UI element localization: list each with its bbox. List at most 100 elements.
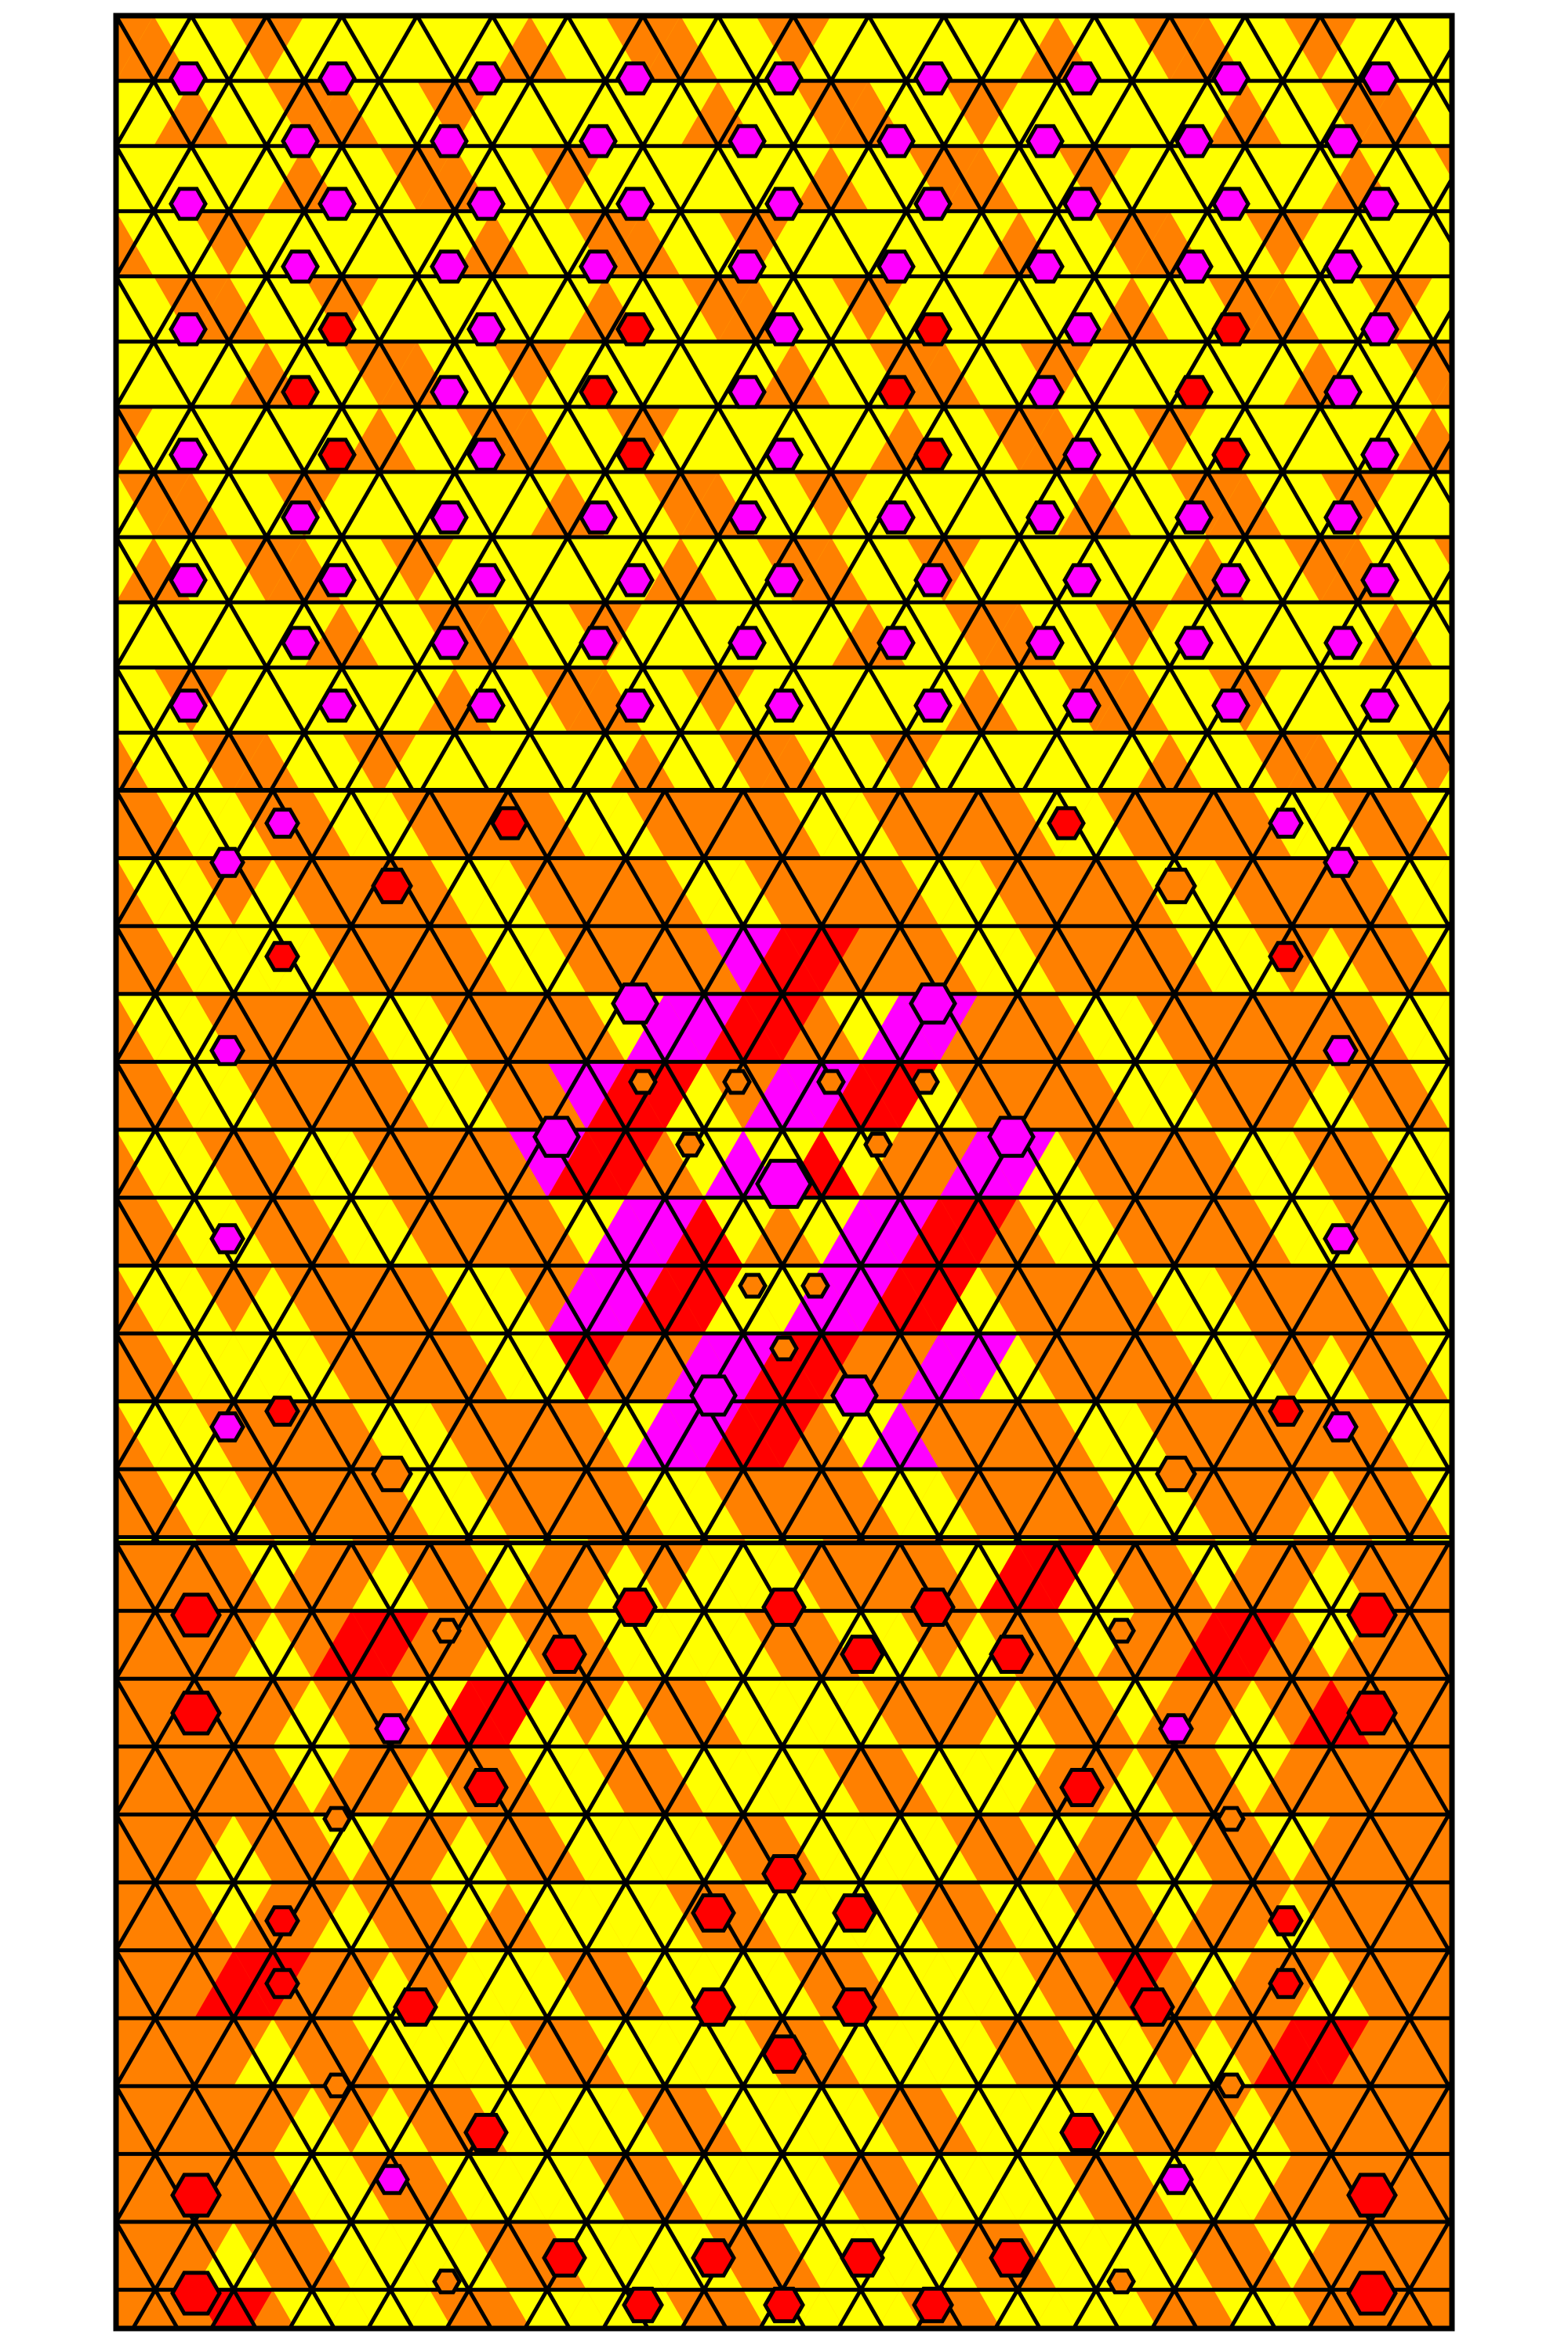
- hexagon-ornament: [322, 2072, 352, 2099]
- mid-tile: [900, 1197, 978, 1266]
- bot-tile: [782, 2222, 861, 2290]
- hexagon-ornament: [281, 375, 320, 409]
- mid-tile: [939, 858, 1018, 927]
- mid-tile: [939, 993, 1018, 1062]
- top-tile: [1358, 537, 1433, 603]
- bot-tile: [822, 2018, 900, 2086]
- bot-tile: [1253, 2085, 1331, 2154]
- top-tile: [1358, 341, 1433, 407]
- bot-tile: [1135, 1610, 1214, 1679]
- top-tile: [267, 341, 342, 407]
- bot-tile: [1096, 1746, 1174, 1815]
- bot-grid-line: [116, 1810, 415, 2328]
- mid-tile: [1096, 926, 1174, 994]
- top-tile: [116, 602, 191, 668]
- mid-tile: [743, 993, 822, 1062]
- mid-tile: [586, 1333, 665, 1402]
- bot-tile: [1057, 1543, 1135, 1611]
- bot-tile: [586, 1882, 665, 1951]
- bot-tile: [704, 2154, 782, 2223]
- hexagon-ornament: [1062, 312, 1102, 347]
- bot-tile: [704, 1543, 782, 1611]
- bot-tile: [508, 1679, 586, 1747]
- hexagon-ornament: [722, 1069, 752, 1095]
- bot-tile: [1214, 2222, 1292, 2290]
- top-tile: [1245, 81, 1320, 147]
- top-tile: [944, 537, 1019, 603]
- hexagon-ornament: [728, 124, 767, 158]
- bot-tile: [1331, 2085, 1410, 2154]
- mid-grid-line: [385, 790, 824, 1543]
- bot-tile: [1096, 1950, 1174, 2019]
- bot-tile: [782, 1814, 861, 1883]
- top-tile: [1094, 81, 1170, 147]
- mid-tile: [1135, 790, 1214, 858]
- bot-tile: [1370, 2222, 1449, 2290]
- mid-tile: [1096, 1197, 1174, 1266]
- mid-tile: [743, 1469, 822, 1537]
- bot-tile: [1370, 2154, 1449, 2223]
- hexagon-ornament: [832, 1893, 877, 1933]
- middle-band-triangles: [116, 790, 1452, 1543]
- top-tile: [158, 732, 225, 790]
- top-tile: [379, 146, 455, 212]
- hexagon-ornament: [169, 437, 208, 472]
- mid-tile: [1174, 926, 1253, 994]
- top-tile: [609, 732, 677, 790]
- top-tile: [492, 602, 568, 668]
- hexagon-ornament: [989, 1635, 1034, 1674]
- top-tile: [1094, 146, 1170, 212]
- hexagon-ornament: [1360, 312, 1399, 347]
- top-tile: [154, 341, 229, 407]
- hexagon-ornament: [764, 61, 804, 96]
- bot-tile: [390, 1950, 469, 2019]
- bot-tile: [1112, 2289, 1158, 2328]
- bot-tile: [1135, 2085, 1214, 2154]
- hexagon-ornament: [542, 1635, 587, 1674]
- bot-tile: [116, 1746, 194, 1815]
- mid-tile: [1370, 858, 1449, 927]
- mid-tile: [390, 1333, 469, 1402]
- mid-tile: [1096, 1130, 1174, 1198]
- mid-tile: [194, 1130, 273, 1198]
- top-grid-line: [269, 16, 720, 790]
- bot-tile: [1018, 2222, 1096, 2290]
- bot-tile: [665, 1610, 743, 1679]
- mid-tile: [1214, 1197, 1292, 1266]
- top-tile: [1245, 667, 1320, 733]
- bot-tile: [900, 1882, 978, 1951]
- top-tile: [154, 16, 229, 82]
- mid-tile: [1331, 790, 1410, 858]
- bot-grid-line: [192, 1543, 650, 2328]
- mid-tile: [547, 1130, 626, 1198]
- top-tile: [1433, 113, 1452, 147]
- mid-tile: [704, 1265, 782, 1334]
- top-tile: [718, 211, 793, 277]
- bot-grid-line: [1368, 1543, 1452, 1689]
- mid-tile: [155, 1130, 234, 1198]
- mid-tile: [586, 1469, 665, 1537]
- top-tile: [869, 341, 944, 407]
- top-tile: [379, 406, 455, 472]
- mid-tile: [1214, 1130, 1292, 1198]
- bot-tile: [508, 1543, 586, 1611]
- mid-tile: [704, 1197, 782, 1266]
- bot-tile: [155, 1950, 234, 2019]
- bot-tile: [312, 2154, 390, 2223]
- bot-grid-line: [993, 1543, 1451, 2328]
- mid-tile: [312, 1197, 390, 1266]
- hexagon-ornament: [691, 1893, 736, 1933]
- bot-tile: [328, 2289, 374, 2328]
- top-tile: [1287, 732, 1354, 790]
- hexagon-ornament: [1360, 688, 1399, 723]
- bot-tile: [116, 2018, 194, 2086]
- hexagon-ornament: [913, 437, 953, 472]
- mid-tile: [743, 1333, 822, 1402]
- bot-tile: [743, 1950, 822, 2019]
- bot-tile: [586, 2085, 665, 2154]
- mid-tile: [1174, 858, 1253, 927]
- bot-tile: [978, 2289, 1057, 2328]
- mid-tile: [900, 1062, 978, 1131]
- mid-grid-line: [307, 790, 746, 1543]
- mid-tile: [273, 926, 351, 994]
